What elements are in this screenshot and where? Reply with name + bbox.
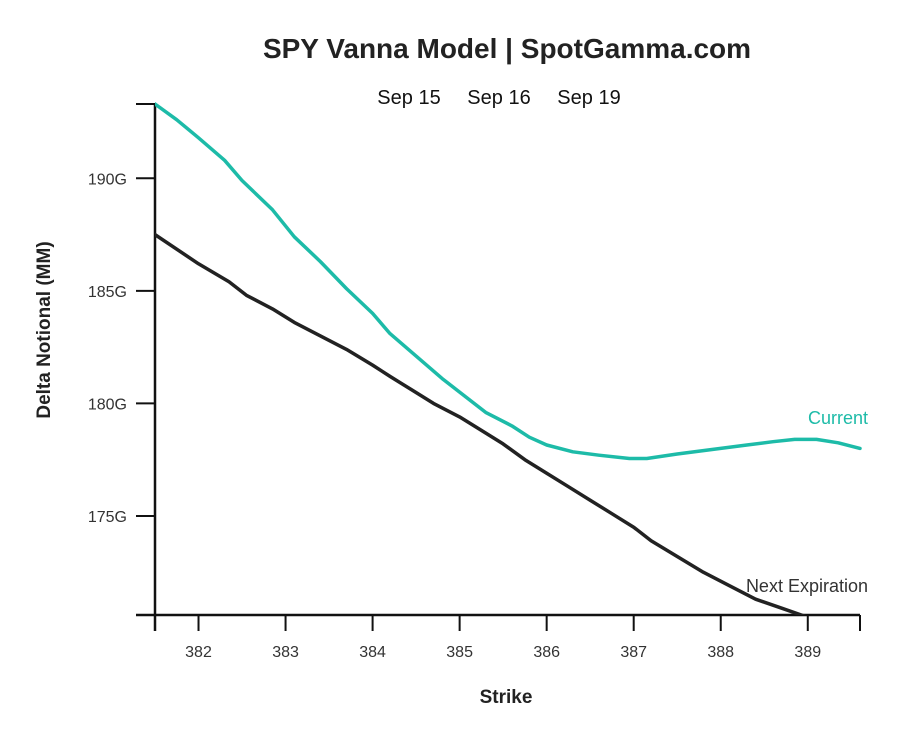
y-axis-title: Delta Notional (MM) bbox=[34, 241, 55, 418]
y-tick-label: 185G bbox=[88, 284, 127, 301]
tab-sep-19[interactable]: Sep 19 bbox=[557, 87, 620, 109]
series-label-current: Current bbox=[808, 408, 868, 428]
axes: 175G 180G 185G 190G 382 383 384 385 386 387 388 389 bbox=[88, 103, 861, 661]
tab-sep-16[interactable]: Sep 16 bbox=[467, 87, 530, 109]
series-group bbox=[155, 102, 862, 615]
x-tick-label: 388 bbox=[707, 644, 734, 661]
x-tick-label: 384 bbox=[359, 644, 386, 661]
x-tick-label: 386 bbox=[533, 644, 560, 661]
y-tick-label: 180G bbox=[88, 396, 127, 413]
series-current-line bbox=[155, 102, 862, 461]
x-tick-label: 389 bbox=[794, 644, 821, 661]
x-tick-label: 382 bbox=[185, 644, 212, 661]
y-tick-label: 190G bbox=[88, 171, 127, 188]
x-axis-title: Strike bbox=[480, 687, 533, 708]
tab-sep-15[interactable]: Sep 15 bbox=[377, 87, 440, 109]
series-next-expiration-line bbox=[155, 232, 807, 615]
x-tick-label: 387 bbox=[620, 644, 647, 661]
x-tick-label: 385 bbox=[446, 644, 473, 661]
chart-title: SPY Vanna Model | SpotGamma.com bbox=[263, 33, 751, 64]
y-tick-label: 175G bbox=[88, 509, 127, 526]
x-tick-label: 383 bbox=[272, 644, 299, 661]
series-label-next-expiration: Next Expiration bbox=[746, 576, 868, 596]
